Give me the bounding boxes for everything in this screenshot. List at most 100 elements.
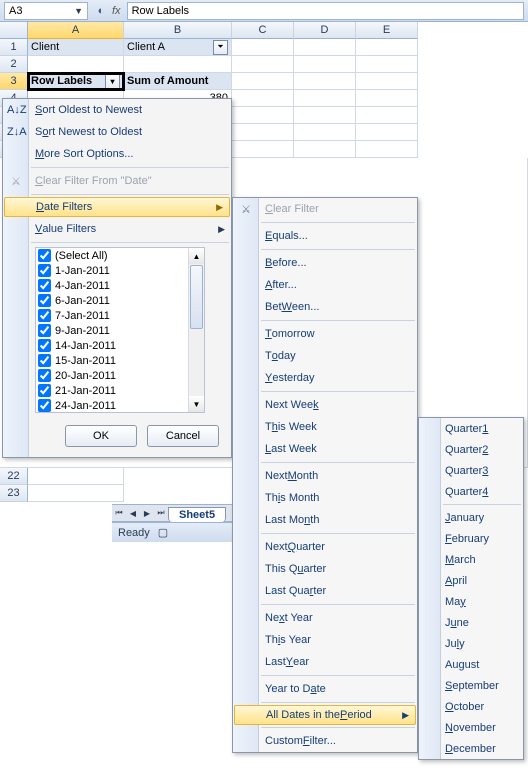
tab-nav-last-icon[interactable]: ⏭ xyxy=(154,508,168,518)
menu-item[interactable]: May xyxy=(419,591,523,612)
cell[interactable]: Sum of Amount xyxy=(124,73,232,90)
scroll-up-icon[interactable]: ▲ xyxy=(189,248,204,264)
menu-item[interactable]: Next Month xyxy=(233,465,417,487)
checkbox[interactable] xyxy=(38,309,51,322)
active-cell[interactable]: Row Labels ▾ xyxy=(28,73,124,90)
cell[interactable] xyxy=(356,124,418,141)
cell[interactable] xyxy=(294,90,356,107)
col-header-c[interactable]: C xyxy=(232,22,294,39)
checkbox[interactable] xyxy=(38,264,51,277)
row-header[interactable]: 3 xyxy=(0,73,28,90)
menu-item[interactable]: Value Filters▶ xyxy=(3,218,231,240)
menu-item[interactable]: Last Year xyxy=(233,651,417,673)
menu-item[interactable]: Next Week xyxy=(233,394,417,416)
checklist-item[interactable]: 9-Jan-2011 xyxy=(36,323,204,338)
cell[interactable] xyxy=(294,73,356,90)
scrollbar[interactable]: ▲ ▼ xyxy=(188,248,204,412)
checklist-item[interactable]: 1-Jan-2011 xyxy=(36,263,204,278)
menu-item[interactable]: This Week xyxy=(233,416,417,438)
menu-item[interactable]: This Month xyxy=(233,487,417,509)
sheet-tab[interactable]: Sheet5 xyxy=(168,507,226,522)
macro-record-icon[interactable]: ▢ xyxy=(158,526,168,539)
checkbox[interactable] xyxy=(38,249,51,262)
function-button[interactable]: ◐ xyxy=(92,2,110,20)
tab-nav-next-icon[interactable]: ▶ xyxy=(140,509,154,518)
menu-item[interactable]: Last Month xyxy=(233,509,417,531)
menu-item[interactable]: Today xyxy=(233,345,417,367)
menu-item[interactable]: August xyxy=(419,654,523,675)
menu-item[interactable]: October xyxy=(419,696,523,717)
row-header[interactable]: 22 xyxy=(0,468,28,485)
cell[interactable] xyxy=(232,141,294,158)
menu-item[interactable]: Z↓ASort Newest to Oldest xyxy=(3,121,231,143)
col-header-d[interactable]: D xyxy=(294,22,356,39)
row-header[interactable]: 1 xyxy=(0,39,28,56)
filter-dropdown-icon[interactable]: ⏷ xyxy=(213,40,228,55)
menu-item[interactable]: Next Quarter xyxy=(233,536,417,558)
cell[interactable] xyxy=(294,107,356,124)
menu-item[interactable]: November xyxy=(419,717,523,738)
checkbox[interactable] xyxy=(38,354,51,367)
col-header-e[interactable]: E xyxy=(356,22,418,39)
chevron-down-icon[interactable]: ▼ xyxy=(74,6,83,16)
cell[interactable] xyxy=(232,73,294,90)
row-header[interactable]: 2 xyxy=(0,56,28,73)
scroll-down-icon[interactable]: ▼ xyxy=(189,396,204,412)
scroll-thumb[interactable] xyxy=(190,265,203,329)
menu-item[interactable]: This Quarter xyxy=(233,558,417,580)
cell[interactable] xyxy=(124,56,232,73)
checklist-item[interactable]: 15-Jan-2011 xyxy=(36,353,204,368)
ok-button[interactable]: OK xyxy=(65,425,137,447)
cell[interactable] xyxy=(294,124,356,141)
menu-item[interactable]: April xyxy=(419,570,523,591)
menu-item[interactable]: Next Year xyxy=(233,607,417,629)
cell[interactable] xyxy=(356,141,418,158)
menu-item[interactable]: Last Week xyxy=(233,438,417,460)
checkbox[interactable] xyxy=(38,294,51,307)
cell[interactable] xyxy=(356,107,418,124)
cell[interactable] xyxy=(294,141,356,158)
cell[interactable] xyxy=(232,56,294,73)
cell[interactable] xyxy=(28,485,124,502)
fx-label[interactable]: fx xyxy=(112,5,121,17)
cell[interactable] xyxy=(28,468,124,485)
menu-item[interactable]: Equals... xyxy=(233,225,417,247)
menu-item[interactable]: Custom Filter... xyxy=(233,730,417,752)
col-header-b[interactable]: B xyxy=(124,22,232,39)
name-box[interactable]: A3 ▼ xyxy=(4,2,88,20)
cell[interactable] xyxy=(356,56,418,73)
cell[interactable] xyxy=(356,39,418,56)
cell[interactable] xyxy=(232,124,294,141)
menu-item[interactable]: This Year xyxy=(233,629,417,651)
menu-item[interactable]: July xyxy=(419,633,523,654)
menu-item[interactable]: After... xyxy=(233,274,417,296)
checkbox[interactable] xyxy=(38,369,51,382)
menu-item[interactable]: June xyxy=(419,612,523,633)
menu-item[interactable]: Last Quarter xyxy=(233,580,417,602)
menu-item[interactable]: Before... xyxy=(233,252,417,274)
checklist-item[interactable]: 24-Jan-2011 xyxy=(36,398,204,413)
checklist-item[interactable]: 21-Jan-2011 xyxy=(36,383,204,398)
menu-item[interactable]: BetWeen... xyxy=(233,296,417,318)
cell[interactable] xyxy=(294,39,356,56)
cell[interactable]: Client A ⏷ xyxy=(124,39,232,56)
menu-item[interactable]: Date Filters▶ xyxy=(4,197,230,217)
menu-item[interactable]: February xyxy=(419,528,523,549)
cell[interactable] xyxy=(294,56,356,73)
col-header-a[interactable]: A xyxy=(28,22,124,39)
menu-item[interactable]: January xyxy=(419,507,523,528)
menu-item[interactable]: Year to Date xyxy=(233,678,417,700)
cell[interactable] xyxy=(356,90,418,107)
menu-item[interactable]: Quarter 1 xyxy=(419,418,523,439)
cancel-button[interactable]: Cancel xyxy=(147,425,219,447)
menu-item[interactable]: More Sort Options... xyxy=(3,143,231,165)
menu-item[interactable]: September xyxy=(419,675,523,696)
checkbox[interactable] xyxy=(38,339,51,352)
checklist-item[interactable]: 20-Jan-2011 xyxy=(36,368,204,383)
checkbox[interactable] xyxy=(38,324,51,337)
checklist-item[interactable]: 4-Jan-2011 xyxy=(36,278,204,293)
menu-item[interactable]: Yesterday xyxy=(233,367,417,389)
menu-item[interactable]: Tomorrow xyxy=(233,323,417,345)
filter-dropdown-icon[interactable]: ▾ xyxy=(105,74,120,89)
checkbox[interactable] xyxy=(38,279,51,292)
